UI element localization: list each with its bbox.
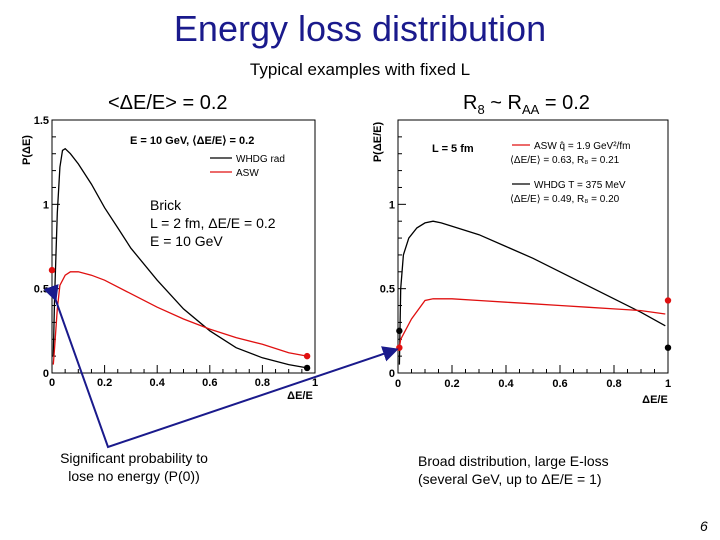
y-tick-label: 0.5 bbox=[34, 284, 49, 296]
x-axis-label: ΔE/E bbox=[287, 390, 313, 402]
x-tick-label: 0.4 bbox=[498, 378, 514, 390]
x-tick-label: 1 bbox=[312, 377, 318, 389]
endpoint-point bbox=[664, 344, 672, 351]
legend-label: ASW q̂ = 1.9 GeV²/fm bbox=[534, 140, 630, 152]
y-tick-label: 1 bbox=[43, 199, 49, 211]
right-caption-line: Broad distribution, large E-loss bbox=[418, 453, 609, 469]
left-caption-line: lose no energy (P(0)) bbox=[68, 468, 200, 484]
y-tick-label: 0 bbox=[389, 368, 395, 380]
left-caption: Significant probability to lose no energ… bbox=[34, 449, 234, 485]
right-panel-heading: R8 ~ RAA = 0.2 bbox=[463, 92, 590, 117]
p0-point bbox=[396, 344, 403, 351]
heading-r8: R bbox=[463, 92, 478, 114]
p0-point bbox=[48, 266, 56, 274]
series-line-asw bbox=[52, 271, 308, 365]
endpoint-point bbox=[303, 364, 311, 372]
endpoint-point bbox=[303, 352, 311, 360]
series-line-whdg bbox=[398, 220, 666, 365]
x-tick-label: 0.2 bbox=[444, 378, 459, 390]
y-tick-label: 0.5 bbox=[380, 284, 395, 296]
x-tick-label: 0.6 bbox=[552, 378, 567, 390]
legend-label: WHDG rad bbox=[236, 154, 285, 165]
x-tick-label: 0 bbox=[49, 377, 55, 389]
left-caption-line: Significant probability to bbox=[60, 450, 208, 466]
p0-point bbox=[48, 288, 56, 296]
legend-label: ASW bbox=[236, 168, 259, 179]
annotation-arrow bbox=[43, 284, 399, 449]
heading-mid: ~ R bbox=[484, 92, 522, 114]
brick-note-line: L = 2 fm, ΔE/E = 0.2 bbox=[150, 215, 276, 231]
y-axis-label: P(ΔE/E) bbox=[372, 122, 384, 163]
page-number: 6 bbox=[700, 518, 708, 534]
right-caption: Broad distribution, large E-loss (severa… bbox=[418, 452, 658, 488]
heading-raa-sub: AA bbox=[521, 102, 540, 117]
legend-label: ⟨ΔE/E⟩ = 0.63, R₈ = 0.21 bbox=[510, 155, 620, 166]
slide-subtitle: Typical examples with fixed L bbox=[249, 60, 471, 79]
x-tick-label: 0 bbox=[395, 378, 401, 390]
p0-point bbox=[396, 327, 403, 335]
right-caption-line: (several GeV, up to ΔE/E = 1) bbox=[418, 471, 602, 487]
x-tick-label: 0.2 bbox=[97, 377, 112, 389]
brick-note: Brick L = 2 fm, ΔE/E = 0.2 E = 10 GeV bbox=[150, 196, 276, 250]
series-line-asw bbox=[398, 298, 666, 348]
x-tick-label: 0.6 bbox=[202, 377, 217, 389]
x-tick-label: 1 bbox=[665, 378, 671, 390]
slide-title: Energy loss distribution bbox=[173, 8, 547, 49]
y-tick-label: 1.5 bbox=[34, 115, 49, 127]
brick-note-line: E = 10 GeV bbox=[150, 233, 223, 249]
legend-label: ⟨ΔE/E⟩ = 0.49, R₈ = 0.20 bbox=[510, 194, 620, 205]
x-tick-label: 0.8 bbox=[606, 378, 621, 390]
x-axis-label: ΔE/E bbox=[642, 394, 668, 406]
heading-end: = 0.2 bbox=[539, 92, 590, 114]
y-axis-label: P(ΔE) bbox=[21, 135, 33, 165]
chart-title: L = 5 fm bbox=[432, 143, 474, 155]
heading-r8-sub: 8 bbox=[477, 102, 485, 117]
brick-note-line: Brick bbox=[150, 197, 182, 213]
left-panel-heading: <ΔE/E> = 0.2 bbox=[108, 92, 228, 114]
legend-label: WHDG T = 375 MeV bbox=[534, 180, 626, 191]
x-tick-label: 0.8 bbox=[255, 377, 270, 389]
endpoint-point bbox=[664, 297, 672, 304]
y-tick-label: 1 bbox=[389, 199, 395, 211]
chart-title: E = 10 GeV, ⟨ΔE/E⟩ = 0.2 bbox=[130, 135, 254, 147]
x-tick-label: 0.4 bbox=[150, 377, 166, 389]
y-tick-label: 0 bbox=[43, 368, 49, 380]
series-line-whdg-rad bbox=[52, 147, 308, 369]
